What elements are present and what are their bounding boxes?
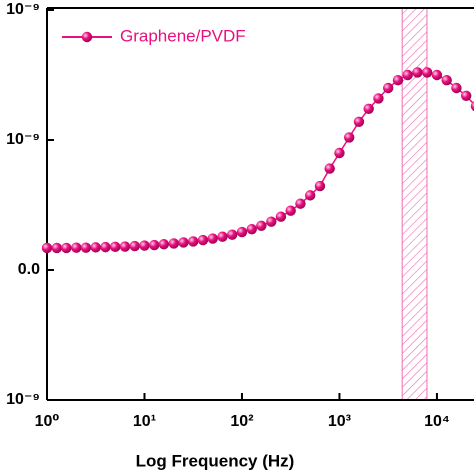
x-tick-label: 10⁴ [424, 413, 450, 430]
x-tick-label: 10⁰ [35, 413, 60, 430]
data-point [158, 239, 170, 250]
data-point [392, 75, 404, 86]
data-point [256, 220, 267, 231]
data-point [197, 234, 209, 246]
data-point [71, 242, 82, 253]
data-point [110, 241, 121, 253]
data-point [373, 93, 384, 104]
data-point [178, 237, 189, 248]
data-point [363, 103, 374, 115]
data-point [382, 82, 394, 94]
data-point [285, 205, 296, 216]
data-point [227, 229, 238, 240]
data-point [324, 163, 335, 174]
data-point [402, 69, 413, 81]
data-point [217, 231, 228, 242]
data-point [149, 239, 160, 251]
data-point [168, 238, 180, 249]
data-point [119, 241, 131, 252]
data-point [80, 242, 92, 253]
data-point [421, 67, 433, 78]
data-point [353, 116, 365, 128]
data-point [139, 240, 150, 251]
data-point [412, 67, 423, 78]
data-point [344, 132, 355, 143]
data-point [275, 211, 287, 222]
x-axis-label: Log Frequency (Hz) [136, 451, 295, 470]
data-point [187, 236, 199, 247]
data-point [51, 242, 62, 254]
legend-label: Graphene/PVDF [120, 26, 246, 45]
data-point [61, 242, 72, 254]
y-tick-label: 10⁻⁹ [6, 131, 40, 148]
data-point [129, 240, 140, 252]
data-point [304, 190, 316, 201]
data-point [100, 241, 111, 253]
legend-marker [81, 31, 93, 43]
data-point [246, 223, 257, 235]
data-point [441, 75, 452, 86]
data-point [470, 101, 474, 112]
data-point [334, 147, 345, 159]
y-tick-label: 0.0 [18, 261, 40, 278]
highlight-band [401, 7, 428, 401]
y-tick-label: 10⁻⁹ [6, 1, 40, 18]
x-tick-label: 10¹ [133, 413, 156, 430]
data-point [314, 180, 326, 192]
x-tick-label: 10² [230, 413, 253, 430]
data-point [41, 242, 53, 254]
data-point [207, 233, 218, 244]
y-tick-label: 10⁻⁹ [6, 391, 40, 408]
data-point [90, 242, 101, 253]
plot: 10⁻⁹ 10⁻⁹ 0.0 10⁻⁹ 10⁰ 10¹ 10² 10³ 10⁴ Graphene/P… [6, 1, 474, 430]
x-tick-label: 10³ [328, 413, 351, 430]
data-point [451, 82, 462, 94]
data-point [236, 226, 248, 238]
data-point [266, 216, 277, 227]
data-point [295, 198, 306, 209]
data-point [460, 90, 472, 102]
data-point [431, 69, 443, 81]
